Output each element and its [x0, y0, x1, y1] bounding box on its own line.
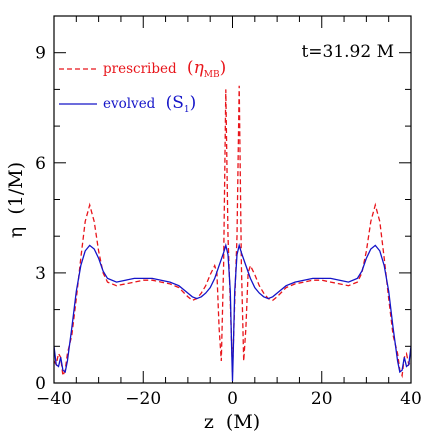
x-tick-label: 20 — [311, 389, 333, 409]
legend-label-prescribed: prescribed — [103, 61, 177, 77]
y-tick-label: 3 — [35, 264, 46, 284]
y-tick-label: 9 — [35, 44, 46, 64]
y-tick-label: 6 — [35, 154, 46, 174]
x-tick-label: −40 — [36, 389, 72, 409]
legend-entry-evolved: evolved (S1) — [103, 93, 196, 115]
y-tick-labels: 0 3 6 9 — [35, 44, 46, 394]
x-axis-label: z (M) — [204, 411, 260, 433]
time-label: t=31.92 M — [301, 42, 394, 62]
series-line-prescribed — [54, 85, 411, 379]
y-tick-label: 0 — [35, 374, 46, 394]
plot-frame — [53, 15, 412, 384]
legend-symbol-evolved: S — [172, 93, 184, 113]
legend-label-evolved: evolved — [103, 96, 156, 112]
legend-symbol-prescribed: η — [194, 58, 205, 78]
y-axis-label: η (1/M) — [5, 162, 27, 238]
legend-subscript-prescribed: MB — [204, 70, 220, 80]
x-tick-label: 40 — [400, 389, 422, 409]
x-tick-label: −20 — [125, 389, 161, 409]
legend-entry-prescribed: prescribed (ηMB) — [103, 58, 226, 80]
series-line-evolved — [54, 242, 411, 382]
x-tick-label: 0 — [227, 389, 238, 409]
x-tick-labels: −40 −20 0 20 40 — [36, 389, 422, 409]
legend: prescribed (ηMB) evolved (S1) — [59, 58, 226, 115]
legend-subscript-evolved: 1 — [184, 105, 190, 115]
tick-marks — [53, 15, 412, 384]
